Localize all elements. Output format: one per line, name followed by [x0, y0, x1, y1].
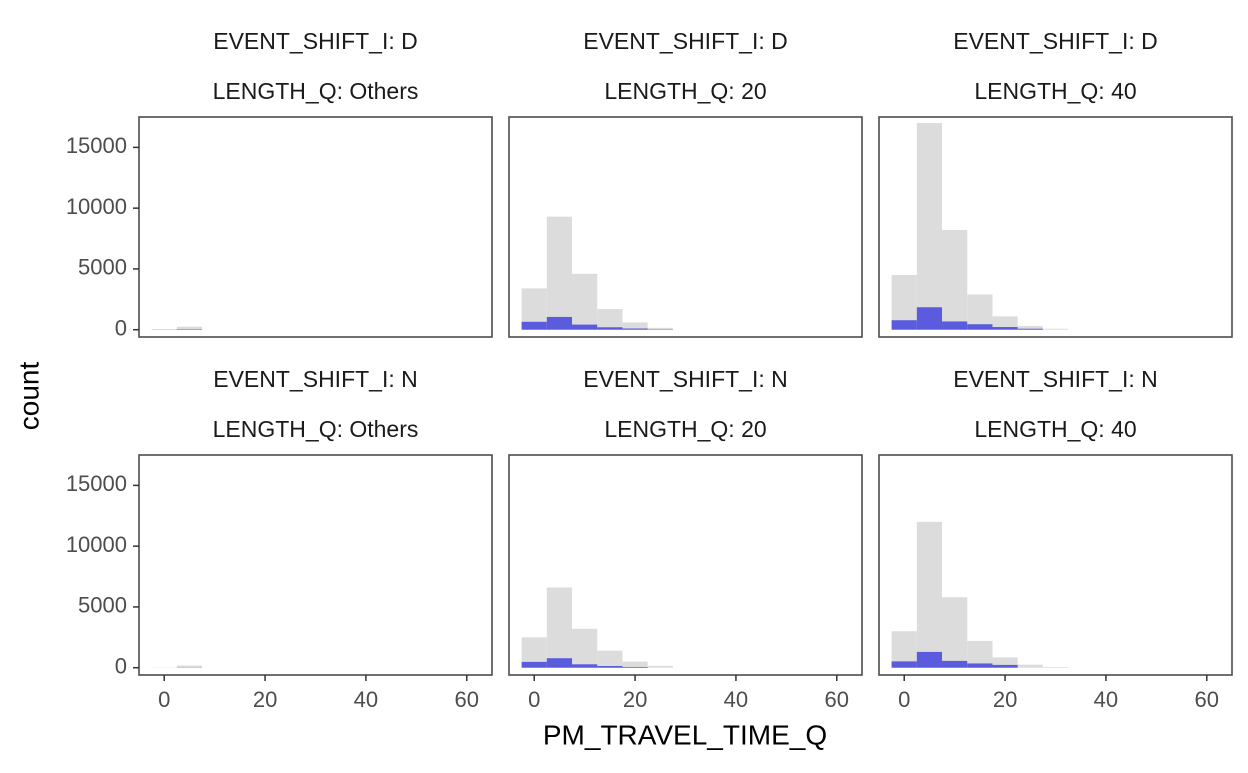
x-tick-label: 60: [825, 687, 849, 712]
facet-panel: EVENT_SHIFT_I: D LENGTH_Q: 20: [509, 28, 862, 337]
y-tick-label: 10000: [66, 532, 127, 557]
histogram-bar-total: [1043, 667, 1068, 668]
y-tick-label: 0: [115, 654, 127, 679]
histogram-bar-highlight: [547, 317, 572, 330]
facet-strip-label: LENGTH_Q: Others: [213, 78, 419, 104]
facet-strip-label: EVENT_SHIFT_I: N: [953, 366, 1157, 392]
histogram-bar-highlight: [572, 664, 597, 667]
facet-panel: EVENT_SHIFT_I: N LENGTH_Q: 20: [509, 366, 862, 675]
histogram-bar-highlight: [917, 652, 942, 668]
facet-panel: EVENT_SHIFT_I: D LENGTH_Q: Others: [139, 28, 492, 337]
histogram-bar-highlight: [917, 307, 942, 329]
histogram-bar-total: [597, 309, 622, 330]
histogram-bar-total: [547, 217, 572, 330]
facet-panel: EVENT_SHIFT_I: N LENGTH_Q: 40: [879, 366, 1232, 675]
x-axis-title: PM_TRAVEL_TIME_Q: [543, 719, 827, 750]
x-tick-label: 20: [623, 687, 647, 712]
histogram-bar-highlight: [892, 320, 917, 329]
facet-strip-label: LENGTH_Q: 40: [974, 416, 1136, 442]
histogram-bar-total: [942, 230, 967, 330]
histogram-bar-highlight: [967, 324, 992, 329]
histogram-bar-highlight: [547, 658, 572, 667]
histogram-bar-total: [1018, 665, 1043, 668]
histogram-bar-total: [917, 522, 942, 668]
facet-strip-label: LENGTH_Q: 20: [604, 78, 766, 104]
y-axes-layer: 0 5000 10000 15000 0 5000 10000 15000: [66, 133, 139, 678]
x-tick-label: 20: [993, 687, 1017, 712]
facet-strip-label: LENGTH_Q: 40: [974, 78, 1136, 104]
x-tick-label: 40: [724, 687, 748, 712]
y-tick-label: 5000: [78, 255, 127, 280]
histogram-bar-highlight: [622, 667, 647, 668]
histogram-bar-total: [622, 662, 647, 668]
panel-border: [139, 117, 492, 337]
histogram-bar-highlight: [992, 665, 1017, 668]
facet-strip-label: EVENT_SHIFT_I: D: [213, 28, 417, 54]
y-tick-label: 15000: [66, 471, 127, 496]
x-tick-label: 20: [253, 687, 277, 712]
histogram-bar-total: [648, 666, 673, 668]
facet-strip-label: EVENT_SHIFT_I: N: [213, 366, 417, 392]
panel-border: [139, 455, 492, 675]
histogram-bar-total: [597, 651, 622, 668]
histogram-bar-total: [572, 629, 597, 668]
facet-strip-label: EVENT_SHIFT_I: D: [583, 28, 787, 54]
x-tick-label: 40: [354, 687, 378, 712]
histogram-bar-total: [572, 274, 597, 330]
histogram-bar-highlight: [967, 663, 992, 667]
y-tick-label: 5000: [78, 593, 127, 618]
histogram-bar-highlight: [572, 325, 597, 330]
x-tick-label: 0: [898, 687, 910, 712]
y-tick-label: 15000: [66, 133, 127, 158]
y-tick-label: 0: [115, 316, 127, 341]
histogram-bar-highlight: [992, 327, 1017, 330]
x-tick-label: 0: [158, 687, 170, 712]
histogram-bar-total: [177, 666, 202, 668]
y-axis-title: count: [13, 362, 44, 431]
histogram-bar-highlight: [522, 662, 547, 668]
x-tick-label: 60: [1195, 687, 1219, 712]
histogram-bar-total: [1043, 329, 1068, 330]
histogram-bar-highlight: [622, 328, 647, 329]
y-tick-label: 10000: [66, 194, 127, 219]
facet-strip-label: LENGTH_Q: Others: [213, 416, 419, 442]
x-tick-label: 0: [528, 687, 540, 712]
histogram-bar-total: [547, 587, 572, 667]
x-tick-label: 60: [455, 687, 479, 712]
facet-strip-label: EVENT_SHIFT_I: N: [583, 366, 787, 392]
histogram-bar-highlight: [522, 322, 547, 330]
facet-strip-label: LENGTH_Q: 20: [604, 416, 766, 442]
x-tick-label: 40: [1094, 687, 1118, 712]
facet-strip-label: EVENT_SHIFT_I: D: [953, 28, 1157, 54]
histogram-bar-highlight: [597, 327, 622, 329]
facet-panel: EVENT_SHIFT_I: D LENGTH_Q: 40: [879, 28, 1232, 337]
x-axes-layer: 0 20 40 60 0 20 40 60 0 20 40 60: [158, 675, 1219, 712]
histogram-bar-total: [917, 123, 942, 330]
histogram-bar-highlight: [942, 321, 967, 329]
histogram-bar-total: [942, 597, 967, 667]
histogram-bar-highlight: [1018, 329, 1043, 330]
histogram-bar-highlight: [942, 661, 967, 668]
facet-panel: EVENT_SHIFT_I: N LENGTH_Q: Others: [139, 366, 492, 675]
histogram-bar-highlight: [892, 661, 917, 667]
histogram-bar-highlight: [597, 666, 622, 668]
